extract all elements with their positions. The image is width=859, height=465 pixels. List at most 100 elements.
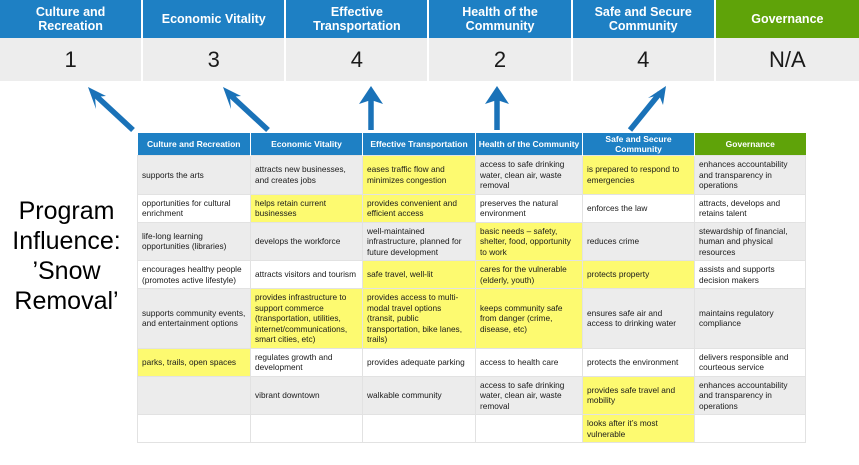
matrix-header-governance[interactable]: Governance [694,133,806,156]
scorecard-header-health-of-the-community[interactable]: Health of the Community [429,0,573,38]
matrix-cell [475,414,583,443]
table-row: vibrant downtown walkable community access… [137,375,806,415]
caption-line-2: Influence: [12,227,121,255]
matrix-cell: protects property [582,260,695,289]
matrix-cell: reduces crime [582,221,695,261]
program-influence-caption: Program Influence: ’Snow Removal’ [0,196,133,316]
arrow-economic-vitality-head [223,87,241,109]
matrix-cell: access to health care [475,347,583,377]
scorecard-value-effective-transportation: 4 [286,38,430,81]
matrix-header-safe-and-secure-community[interactable]: Safe and Secure Community [582,133,695,156]
table-row: opportunities for cultural enrichment hel… [137,193,806,223]
arrow-culture-and-recreation-head [88,87,106,109]
matrix-header-effective-transportation[interactable]: Effective Transportation [362,133,476,156]
matrix-header-culture-and-recreation[interactable]: Culture and Recreation [137,133,251,156]
matrix-cell: is prepared to respond to emergencies [582,155,695,195]
matrix-cell: access to safe drinking water, clean air… [475,375,583,415]
caption-line-4: Removal’ [14,287,119,315]
matrix-cell [250,414,363,443]
scorecard-header-safe-and-secure-community[interactable]: Safe and Secure Community [572,0,716,38]
scorecard-header-economic-vitality[interactable]: Economic Vitality [143,0,287,38]
scorecard-value-safe-and-secure-community: 4 [573,38,716,81]
caption-line-1: Program [18,197,115,225]
matrix-cell: stewardship of financial, human and phys… [694,221,806,261]
matrix-cell [362,414,476,443]
matrix-cell: provides adequate parking [362,347,476,377]
scorecard-header-governance[interactable]: Governance [715,0,859,38]
arrow-band [88,86,666,133]
scorecard-header-label: Economic Vitality [161,12,266,26]
matrix-cell: attracts, develops and retains talent [694,193,806,223]
arrow-culture-and-recreation-shaft [91,90,135,133]
matrix-cell: looks after it’s most vulnerable [582,414,695,443]
matrix-cell: supports the arts [137,155,251,195]
matrix-cell: assists and supports decision makers [694,260,806,289]
matrix-cell: enhances accountability and transparency… [694,155,806,195]
scorecard-header-row: Culture and Recreation Economic Vitality… [0,0,859,38]
matrix-cell: enhances accountability and transparency… [694,375,806,415]
matrix-cell: regulates growth and development [250,347,363,377]
matrix-cell: parks, trails, open spaces [137,347,251,377]
matrix-cell: maintains regulatory compliance [694,288,806,349]
table-row: supports the arts attracts new businesses… [137,155,806,195]
matrix-cell: delivers responsible and courteous servi… [694,347,806,377]
matrix-cell: vibrant downtown [250,375,363,415]
matrix-cell [137,375,251,415]
table-row: life-long learning opportunities (librar… [137,221,806,261]
matrix-cell: provides safe travel and mobility [582,375,695,415]
matrix-cell: attracts new businesses, and creates job… [250,155,363,195]
scorecard-header-label: Governance [751,12,824,26]
scorecard-value-row: 1 3 4 2 4 N/A [0,38,859,81]
matrix-cell: walkable community [362,375,476,415]
matrix-cell: basic needs – safety, shelter, food, opp… [475,221,583,261]
matrix-header: Culture and Recreation Economic Vitality… [137,133,806,156]
matrix-cell [137,414,251,443]
scorecard-header-effective-transportation[interactable]: Effective Transportation [286,0,430,38]
matrix-cell: safe travel, well-lit [362,260,476,289]
scorecard: Culture and Recreation Economic Vitality… [0,0,859,81]
table-row: encourages healthy people (promotes acti… [137,260,806,289]
scorecard-header-label: Effective Transportation [313,5,401,33]
table-row: supports community events, and entertain… [137,288,806,349]
matrix-cell: protects the environment [582,347,695,377]
matrix-cell: provides convenient and efficient access [362,193,476,223]
scorecard-value-culture-and-recreation: 1 [0,38,144,81]
arrow-safe-and-secure-community-head [648,86,666,105]
matrix-cell: provides infrastructure to support comme… [250,288,363,349]
matrix-cell: attracts visitors and tourism [250,260,363,289]
matrix-cell: ensures safe air and access to drinking … [582,288,695,349]
scorecard-value-economic-vitality: 3 [143,38,287,81]
matrix-cell: cares for the vulnerable (elderly, youth… [475,260,583,289]
matrix-header-economic-vitality[interactable]: Economic Vitality [250,133,363,156]
influence-matrix-table: Culture and Recreation Economic Vitality… [137,133,806,443]
arrow-health-of-the-community-head [485,86,509,104]
matrix-cell: eases traffic flow and minimizes congest… [362,155,476,195]
table-row: parks, trails, open spaces regulates grow… [137,347,806,377]
matrix-header-health-of-the-community[interactable]: Health of the Community [475,133,583,156]
matrix-cell: preserves the natural environment [475,193,583,223]
scorecard-header-label: Health of the Community [462,5,538,33]
matrix-cell: supports community events, and entertain… [137,288,251,349]
matrix-cell: enforces the law [582,193,695,223]
matrix-cell: helps retain current businesses [250,193,363,223]
matrix-body: supports the arts attracts new businesses… [137,155,806,443]
arrow-economic-vitality-shaft [226,90,270,133]
matrix-cell: opportunities for cultural enrichment [137,193,251,223]
matrix-cell: life-long learning opportunities (librar… [137,221,251,261]
scorecard-header-label: Culture and Recreation [35,5,106,33]
matrix-cell: access to safe drinking water, clean air… [475,155,583,195]
table-row: looks after it’s most vulnerable [137,414,806,443]
caption-line-3: ’Snow [32,257,101,285]
matrix-cell: develops the workforce [250,221,363,261]
scorecard-header-label: Safe and Secure Community [594,5,692,33]
matrix-header-row: Culture and Recreation Economic Vitality… [137,133,806,156]
arrow-safe-and-secure-community-shaft [627,91,663,132]
matrix-cell [694,414,806,443]
scorecard-header-culture-and-recreation[interactable]: Culture and Recreation [0,0,144,38]
matrix-cell: keeps community safe from danger (crime,… [475,288,583,349]
matrix-cell: encourages healthy people (promotes acti… [137,260,251,289]
matrix-cell: well-maintained infrastructure, planned … [362,221,476,261]
arrow-effective-transportation-head [359,86,383,104]
matrix-cell: provides access to multi-modal travel op… [362,288,476,349]
scorecard-value-health-of-the-community: 2 [429,38,573,81]
